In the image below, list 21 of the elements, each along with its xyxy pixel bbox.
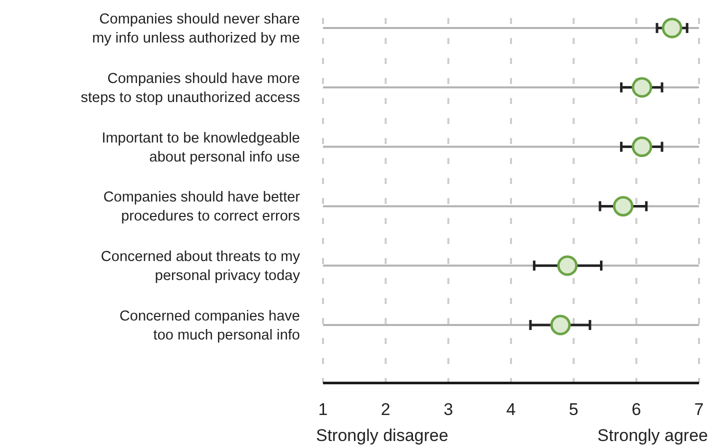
x-tick-label: 2 (380, 400, 390, 419)
point (612, 196, 634, 216)
point (557, 255, 578, 276)
point (632, 77, 652, 98)
point (662, 18, 682, 38)
x-tick-label: 5 (568, 400, 578, 419)
point (632, 136, 652, 158)
y-tick-label: Important to be knowledgeable about personal info use (102, 130, 300, 166)
y-tick-label: Concerned about threats to my personal privacy today (100, 249, 301, 284)
y-tick-label: Companies should never share my info unless authorized by me (92, 12, 300, 46)
x-tick-label: 6 (632, 400, 642, 419)
x-tick-label: 3 (444, 400, 454, 419)
y-tick-label: Concerned companies have too much personal info (119, 308, 300, 344)
text: Strongly disagree (316, 426, 448, 445)
x-tick-label: 4 (506, 400, 516, 419)
y-tick-label: Companies should have better procedures to correct errors (103, 190, 300, 225)
text: Strongly agree (597, 426, 708, 445)
x-tick-label: 1 (318, 400, 328, 419)
y-tick-label: Companies should have more steps to stop unauthorized access (80, 70, 300, 106)
point (550, 314, 571, 336)
x-tick-label: 7 (694, 400, 704, 419)
